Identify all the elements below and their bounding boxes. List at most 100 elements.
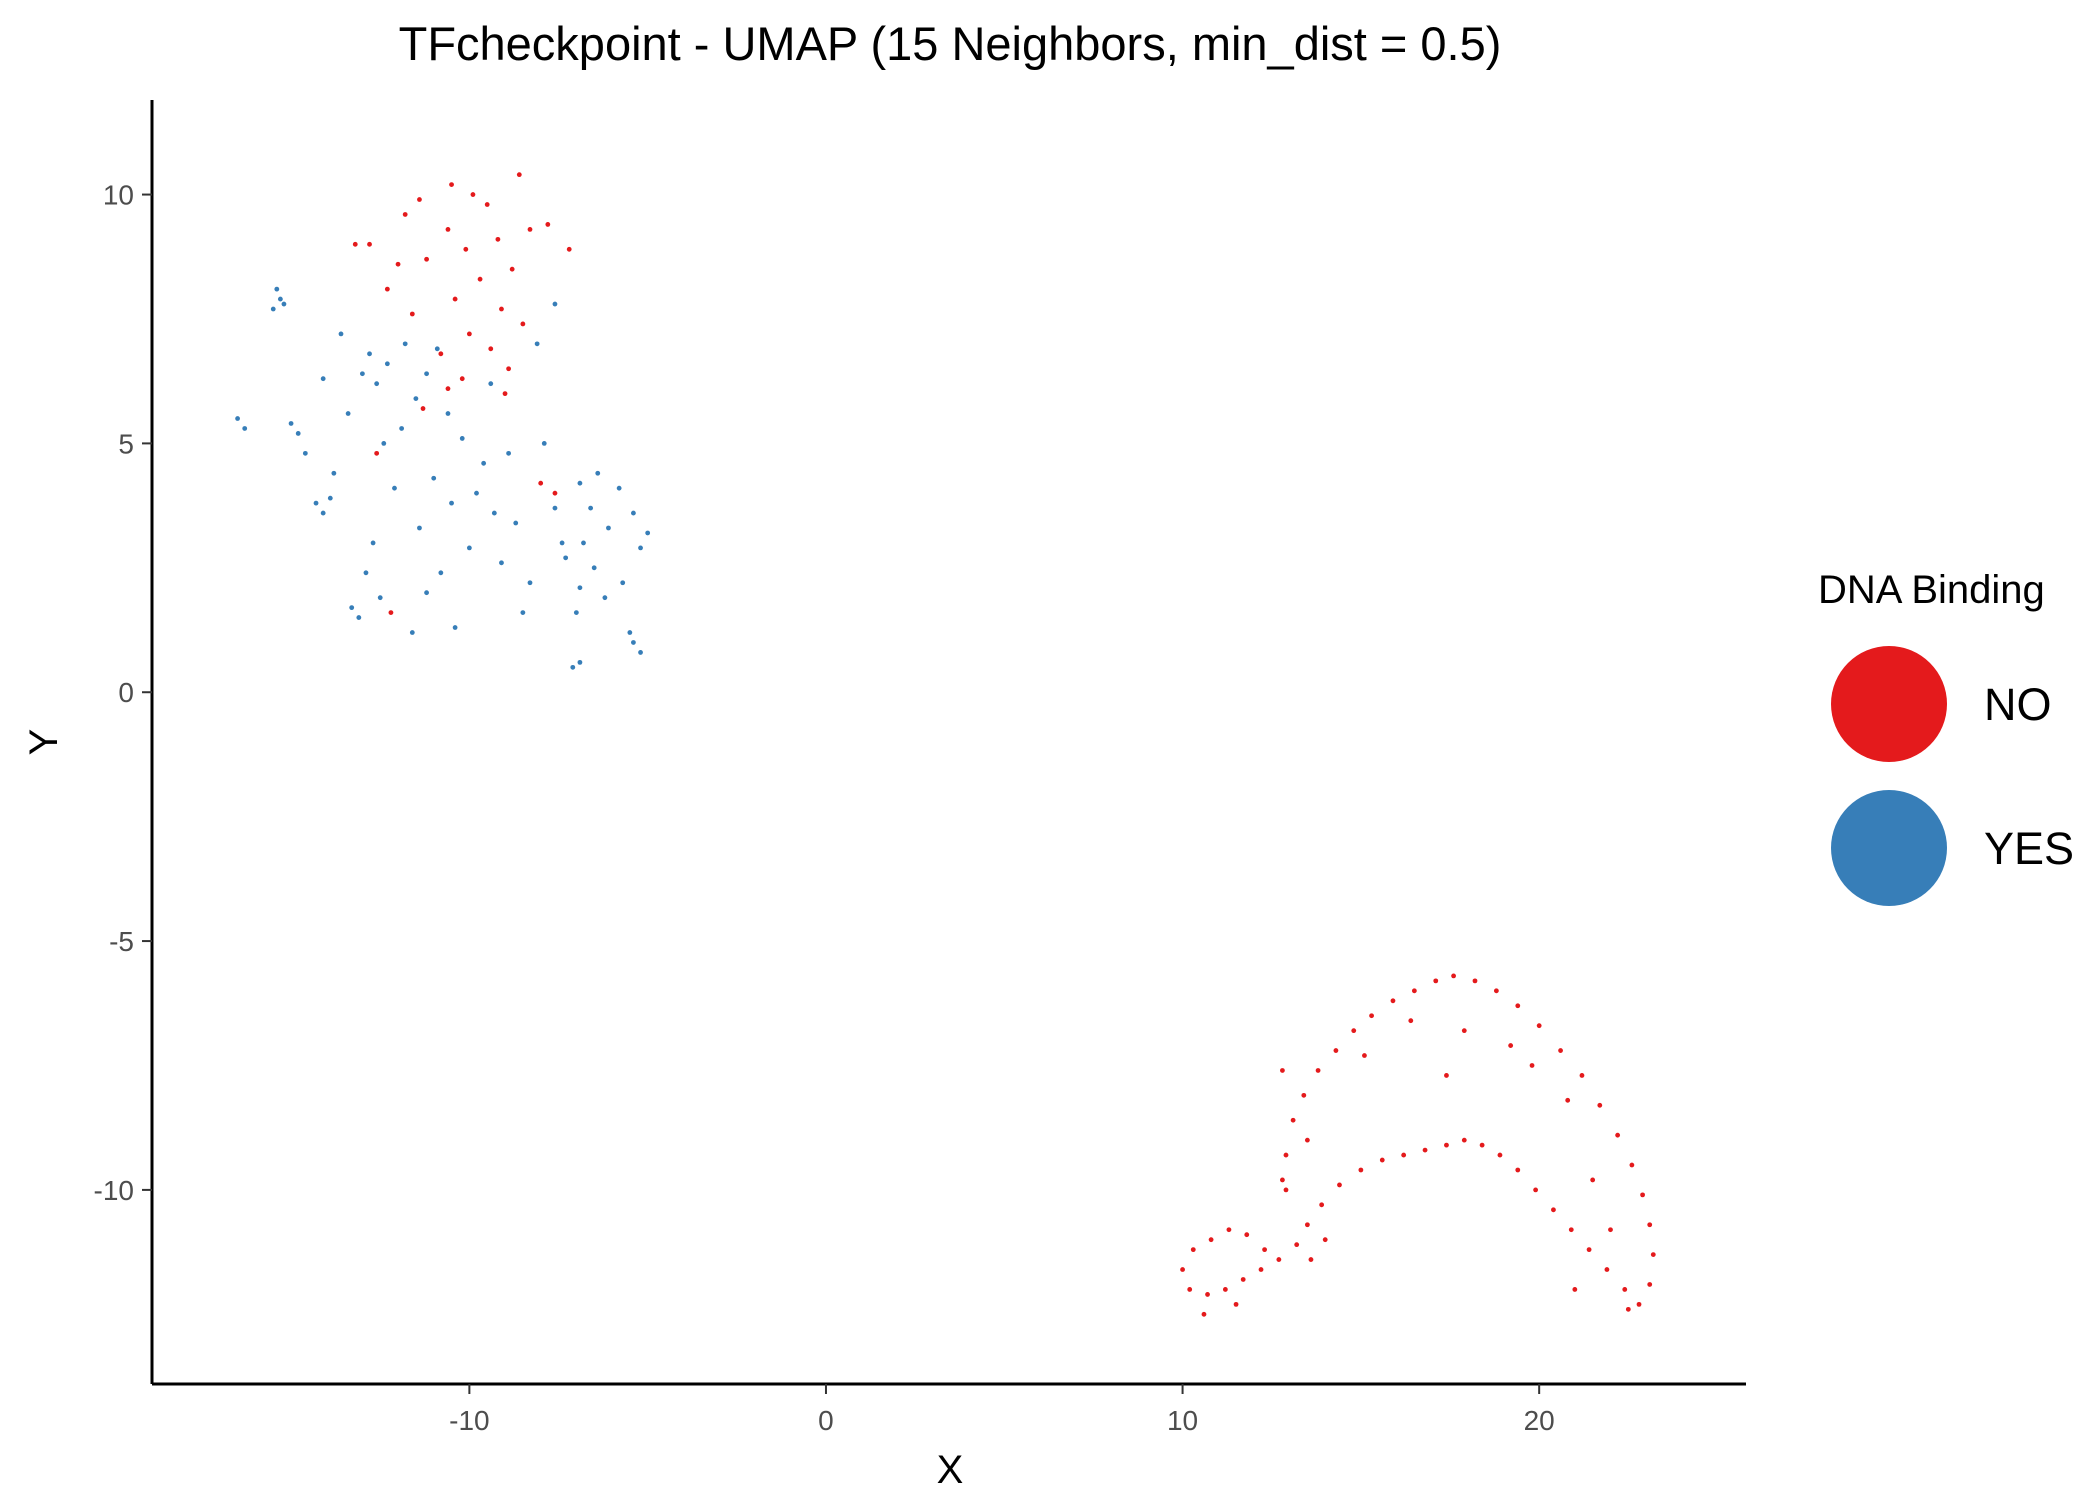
data-point-no: [1390, 998, 1396, 1004]
data-point-yes: [645, 530, 651, 536]
y-tick-label: -10: [94, 1175, 134, 1206]
data-point-no: [1433, 978, 1439, 984]
data-point-yes: [631, 640, 636, 645]
data-point-no: [1536, 1023, 1542, 1029]
data-point-no: [538, 480, 544, 486]
data-point-no: [1515, 1003, 1521, 1009]
legend-title: DNA Binding: [1818, 568, 2045, 612]
data-point-yes: [288, 421, 294, 426]
data-point-no: [1472, 978, 1478, 984]
data-point-no: [367, 241, 372, 247]
data-point-yes: [242, 426, 248, 431]
data-point-yes: [559, 540, 565, 546]
legend-label-no: NO: [1984, 679, 2052, 730]
data-point-no: [388, 610, 394, 616]
data-point-no: [1586, 1247, 1592, 1253]
data-point-no: [1244, 1232, 1250, 1238]
x-tick-label: 0: [818, 1405, 834, 1436]
data-point-yes: [438, 570, 444, 576]
data-point-yes: [488, 381, 494, 387]
data-point-no: [1515, 1167, 1521, 1173]
data-point-yes: [552, 505, 558, 511]
data-point-yes: [563, 555, 569, 561]
data-point-no: [1647, 1222, 1653, 1228]
data-point-no: [352, 241, 358, 247]
data-point-no: [1493, 988, 1499, 994]
data-point-no: [1444, 1073, 1449, 1078]
data-point-no: [445, 386, 451, 392]
data-point-yes: [591, 565, 597, 571]
data-point-no: [1222, 1287, 1228, 1292]
data-point-no: [1572, 1287, 1578, 1292]
data-point-yes: [413, 396, 419, 402]
data-point-no: [1322, 1237, 1328, 1243]
data-point-yes: [602, 595, 608, 601]
data-point-no: [488, 346, 494, 352]
data-point-no: [1369, 1013, 1374, 1019]
data-point-no: [502, 391, 508, 397]
data-point-yes: [274, 286, 280, 292]
data-point-no: [1351, 1028, 1357, 1034]
data-point-yes: [449, 500, 454, 506]
data-point-no: [1615, 1132, 1621, 1138]
data-point-no: [1333, 1048, 1339, 1053]
data-point-no: [402, 212, 408, 217]
data-point-yes: [370, 540, 376, 546]
data-point-yes: [513, 520, 519, 526]
data-point-no: [1650, 1252, 1656, 1258]
data-point-no: [1208, 1237, 1214, 1243]
data-point-yes: [381, 440, 387, 446]
data-point-yes: [327, 495, 333, 501]
data-point-yes: [491, 510, 497, 516]
data-point-no: [1315, 1068, 1321, 1073]
data-point-no: [1508, 1043, 1514, 1048]
data-point-no: [1233, 1301, 1239, 1307]
data-point-no: [1304, 1222, 1310, 1228]
data-point-yes: [302, 450, 308, 456]
data-point-no: [1565, 1097, 1571, 1103]
data-point-no: [1280, 1177, 1285, 1183]
data-point-yes: [606, 525, 611, 531]
data-point-yes: [577, 585, 583, 591]
data-point-no: [516, 172, 522, 178]
data-point-no: [527, 226, 533, 232]
data-point-yes: [581, 540, 586, 546]
data-point-yes: [320, 376, 326, 382]
data-point-no: [1497, 1152, 1503, 1158]
data-point-yes: [313, 500, 319, 506]
data-point-no: [1625, 1306, 1631, 1312]
data-point-yes: [573, 610, 579, 616]
data-point-no: [1647, 1282, 1653, 1287]
data-point-yes: [402, 341, 408, 347]
data-point-yes: [506, 450, 511, 456]
data-point-no: [1379, 1157, 1385, 1163]
data-point-no: [509, 266, 515, 272]
data-point-yes: [374, 381, 380, 387]
data-point-no: [520, 321, 526, 327]
data-point-yes: [520, 610, 526, 616]
data-point-no: [1283, 1187, 1289, 1193]
data-point-yes: [359, 371, 365, 377]
data-point-yes: [349, 605, 355, 611]
data-point-yes: [627, 630, 633, 635]
data-point-yes: [474, 490, 479, 496]
y-tick-label: 10: [103, 180, 134, 211]
data-point-no: [1294, 1242, 1300, 1248]
data-point-no: [1529, 1063, 1535, 1068]
data-point-yes: [417, 525, 422, 531]
data-point-no: [463, 246, 469, 252]
legend: DNA Binding NO YES: [1818, 568, 2074, 906]
data-point-yes: [541, 440, 547, 446]
data-point-yes: [588, 505, 594, 511]
data-point-no: [1422, 1147, 1428, 1153]
data-point-no: [452, 296, 458, 302]
data-point-no: [438, 351, 444, 357]
data-point-yes: [452, 625, 458, 630]
legend-label-yes: YES: [1984, 823, 2074, 874]
data-point-no: [1262, 1247, 1267, 1253]
data-point-yes: [434, 346, 440, 352]
series-no-points: [352, 172, 1656, 1317]
y-tick-label: 5: [118, 428, 134, 459]
data-point-no: [1319, 1202, 1325, 1208]
